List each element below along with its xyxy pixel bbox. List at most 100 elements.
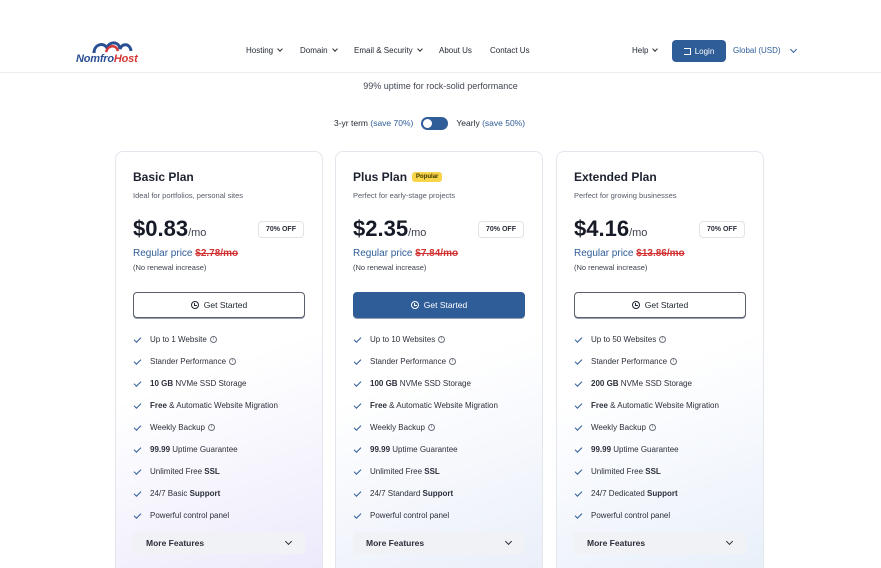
nav-hosting[interactable]: Hosting [246, 46, 283, 55]
info-icon[interactable]: i [449, 358, 457, 366]
chevron-down-icon [416, 46, 423, 52]
feature-item: Free & Automatic Website Migration [353, 401, 498, 423]
feature-item: 24/7 Dedicated Support [574, 489, 719, 511]
uptime-tagline: 99% uptime for rock-solid performance [363, 81, 518, 91]
plan-card-basic: Basic Plan Ideal for portfolios, personal… [115, 151, 323, 568]
discount-badge: 70% OFF [258, 221, 304, 238]
logo-text: NomfroHost [76, 53, 138, 65]
feature-item: Free & Automatic Website Migration [574, 401, 719, 423]
plan-card-plus: Plus Plan Popular Perfect for early-stage … [335, 151, 543, 568]
chevron-down-icon [284, 537, 293, 546]
feature-item: Stander Performance i [353, 357, 498, 379]
plan-price: $2.35/mo [353, 216, 427, 241]
check-icon [133, 357, 142, 365]
help-menu[interactable]: Help [632, 46, 659, 55]
nav-contact-us[interactable]: Contact Us [490, 46, 530, 55]
more-features-button[interactable]: More Features [133, 532, 305, 554]
plan-name: Extended Plan [574, 170, 657, 184]
plan-price: $0.83/mo [133, 216, 207, 241]
chevron-down-icon [725, 537, 734, 546]
feature-item: 200 GB NVMe SSD Storage [574, 379, 719, 401]
chevron-down-icon [504, 537, 513, 546]
chevron-down-icon [277, 46, 283, 52]
feature-item: Powerful control panel [353, 511, 498, 533]
check-icon [353, 423, 362, 431]
nav-email-security[interactable]: Email & Security [354, 46, 423, 55]
check-icon [133, 379, 142, 387]
more-features-button[interactable]: More Features [574, 532, 746, 554]
plan-price: $4.16/mo [574, 216, 648, 241]
info-icon[interactable]: i [428, 424, 435, 432]
discount-badge: 70% OFF [699, 221, 745, 238]
info-icon[interactable]: i [229, 358, 237, 366]
info-icon[interactable]: i [438, 336, 446, 344]
renewal-note: (No renewal increase) [133, 263, 207, 272]
plan-description: Ideal for portfolios, personal sites [133, 191, 244, 200]
feature-item: Up to 10 Websites i [353, 335, 498, 357]
feature-list: Up to 1 Website i Stander Performance i 10 G… [133, 335, 278, 533]
plan-description: Perfect for growing businesses [574, 191, 677, 200]
term-option-yearly[interactable]: Yearly (save 50%) [456, 118, 526, 128]
regular-price: Regular price $7.84/mo [353, 248, 459, 259]
feature-item: Unlimited Free SSL [574, 467, 719, 489]
logo[interactable]: NomfroHost [76, 38, 156, 68]
feature-item: 24/7 Basic Support [133, 489, 278, 511]
check-icon [574, 357, 583, 365]
chevron-down-icon [652, 46, 659, 52]
popular-badge: Popular [412, 172, 443, 182]
info-icon[interactable]: i [670, 358, 678, 366]
check-icon [574, 467, 583, 475]
more-features-button[interactable]: More Features [353, 532, 525, 554]
check-icon [353, 357, 362, 365]
feature-item: 99.99 Uptime Guarantee [574, 445, 719, 467]
info-icon[interactable]: i [208, 424, 215, 432]
feature-item: Weekly Backup i [133, 423, 278, 445]
feature-item: Weekly Backup i [353, 423, 498, 445]
region-selector[interactable]: Global (USD) [733, 46, 781, 55]
plan-description: Perfect for early-stage projects [353, 191, 456, 200]
login-button[interactable]: Login [672, 40, 726, 62]
feature-item: Weekly Backup i [574, 423, 719, 445]
check-icon [574, 423, 583, 431]
check-icon [574, 335, 583, 343]
clock-icon [631, 301, 640, 309]
clock-icon [190, 301, 199, 309]
get-started-button[interactable]: Get Started [353, 292, 525, 318]
get-started-button[interactable]: Get Started [574, 292, 746, 318]
site-header: NomfroHost Hosting Domain Email & Securi… [0, 0, 881, 73]
info-icon[interactable]: i [209, 336, 217, 344]
check-icon [574, 489, 583, 497]
info-icon[interactable]: i [649, 424, 656, 432]
check-icon [353, 489, 362, 497]
feature-item: Unlimited Free SSL [353, 467, 498, 489]
check-icon [574, 401, 583, 409]
check-icon [133, 511, 142, 519]
renewal-note: (No renewal increase) [574, 263, 648, 272]
check-icon [133, 401, 142, 409]
chevron-down-icon[interactable] [789, 45, 798, 54]
get-started-button[interactable]: Get Started [133, 292, 305, 318]
feature-item: Powerful control panel [574, 511, 719, 533]
check-icon [574, 379, 583, 387]
feature-item: Free & Automatic Website Migration [133, 401, 278, 423]
feature-item: 24/7 Standard Support [353, 489, 498, 511]
check-icon [133, 445, 142, 453]
nav-about-us[interactable]: About Us [439, 46, 472, 55]
check-icon [353, 379, 362, 387]
check-icon [353, 445, 362, 453]
plan-name: Plus Plan Popular [353, 170, 443, 184]
regular-price: Regular price $2.78/mo [133, 248, 239, 259]
term-option-3yr[interactable]: 3-yr term (save 70%) [334, 118, 414, 128]
chevron-down-icon [331, 46, 338, 52]
feature-item: Stander Performance i [133, 357, 278, 379]
feature-item: 99.99 Uptime Guarantee [133, 445, 278, 467]
info-icon[interactable]: i [659, 336, 667, 344]
logo-mark-icon [92, 41, 133, 54]
feature-item: 99.99 Uptime Guarantee [353, 445, 498, 467]
regular-price: Regular price $13.86/mo [574, 248, 685, 259]
clock-icon [410, 301, 419, 309]
billing-toggle[interactable] [421, 116, 449, 130]
feature-item: 100 GB NVMe SSD Storage [353, 379, 498, 401]
feature-item: Up to 1 Website i [133, 335, 278, 357]
nav-domain[interactable]: Domain [300, 46, 338, 55]
